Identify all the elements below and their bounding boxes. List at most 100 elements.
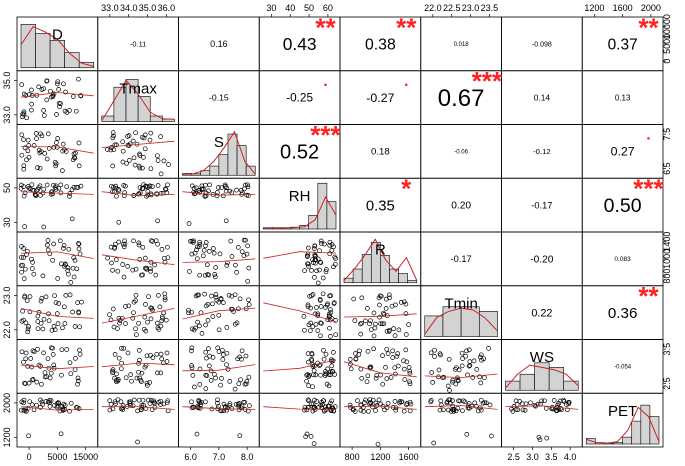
scatter-point (313, 321, 319, 327)
scatter-point (234, 320, 240, 326)
scatter-point (328, 309, 334, 315)
scatter-point (304, 372, 310, 378)
scatter-point (145, 184, 150, 190)
scatter-point (31, 271, 37, 277)
scatter-point (366, 408, 371, 414)
scatter-point (143, 302, 148, 307)
scatter-point (155, 325, 161, 331)
scatter-point (77, 347, 82, 353)
scatter-panel (505, 397, 579, 443)
scatter-point (63, 149, 69, 154)
scatter-point (203, 240, 209, 245)
scatter-point (148, 398, 154, 403)
scatter-point (51, 241, 57, 247)
scatter-point (130, 138, 136, 144)
scatter-point (137, 151, 142, 157)
scatter-point (438, 398, 444, 404)
scatter-point (61, 81, 66, 87)
scatter-point (41, 316, 47, 322)
scatter-point (359, 295, 365, 301)
scatter-point (447, 388, 452, 393)
scatter-point (312, 363, 317, 369)
variable-label: RH (289, 188, 311, 205)
scatter-point (203, 243, 208, 249)
scatter-point (216, 185, 221, 190)
significance-stars: . (646, 127, 650, 144)
scatter-point (197, 400, 203, 406)
histogram-bar (398, 273, 408, 284)
scatter-point (205, 301, 211, 307)
scatter-point (235, 245, 241, 250)
scatter-point (367, 321, 372, 327)
scatter-point (61, 263, 67, 269)
histogram-bar (361, 254, 372, 284)
scatter-point (318, 372, 323, 378)
scatter-point (29, 377, 35, 383)
scatter-point (215, 190, 220, 195)
scatter-point (72, 324, 78, 329)
scatter-point (245, 278, 251, 284)
scatter-point (76, 140, 82, 146)
scatter-point (193, 325, 198, 331)
scatter-point (432, 354, 437, 359)
scatter-point (25, 148, 31, 154)
scatter-point (26, 143, 32, 148)
scatter-point (41, 186, 47, 192)
scatter-point (63, 89, 68, 95)
scatter-point (381, 321, 387, 327)
scatter-point (321, 356, 327, 362)
scatter-point (403, 347, 409, 353)
scatter-point (246, 374, 252, 380)
scatter-point (466, 347, 472, 353)
scatter-point (201, 247, 207, 253)
scatter-point (136, 320, 141, 326)
axis-tick-label: 2.5 (662, 377, 672, 390)
scatter-point (311, 441, 317, 446)
scatter-point (406, 365, 412, 370)
axis-tick-label: 800 (662, 269, 672, 284)
axis-tick-label: 1200 (584, 3, 604, 13)
scatter-point (441, 407, 446, 413)
scatter-point (50, 345, 55, 351)
correlation-value: -0.098 (532, 41, 552, 48)
axis-tick-label: 50 (2, 183, 12, 193)
scatter-point (323, 351, 329, 357)
scatter-point (325, 366, 331, 372)
scatter-point (220, 300, 226, 305)
scatter-panel (101, 130, 175, 177)
scatter-point (206, 363, 212, 369)
correlation-value: -0.17 (531, 200, 552, 210)
scatter-point (75, 375, 81, 381)
scatter-point (537, 437, 543, 443)
correlation-value: 0.20 (451, 201, 471, 212)
scatter-point (313, 260, 318, 266)
scatter-point (368, 400, 373, 406)
smooth-line (182, 307, 256, 320)
scatter-point (371, 346, 377, 352)
scatter-point (123, 321, 128, 326)
correlation-value: 0.13 (615, 93, 631, 102)
scatter-point (216, 327, 222, 333)
scatter-point (139, 402, 145, 408)
scatter-point (244, 192, 250, 198)
scatter-point (143, 328, 149, 334)
scatter-point (226, 403, 232, 408)
scatter-point (306, 322, 312, 328)
density-line (505, 364, 579, 389)
scatter-point (544, 435, 550, 441)
histogram-bar (479, 311, 498, 337)
axis-tick-label: 33.0 (101, 3, 119, 13)
scatter-point (245, 243, 250, 249)
scatter-point (309, 356, 314, 362)
axis-tick-label: 7.0 (213, 452, 226, 462)
histogram-bar (622, 436, 633, 445)
scatter-point (38, 363, 43, 369)
correlation-value: 0.018 (454, 42, 470, 48)
scatter-point (158, 134, 163, 139)
scatter-point (120, 148, 126, 154)
scatter-point (154, 351, 160, 357)
correlation-value: -0.27 (366, 91, 394, 105)
axis-tick-label: 23.0 (462, 3, 480, 13)
scatter-point (319, 399, 325, 405)
scatter-point (134, 332, 139, 338)
